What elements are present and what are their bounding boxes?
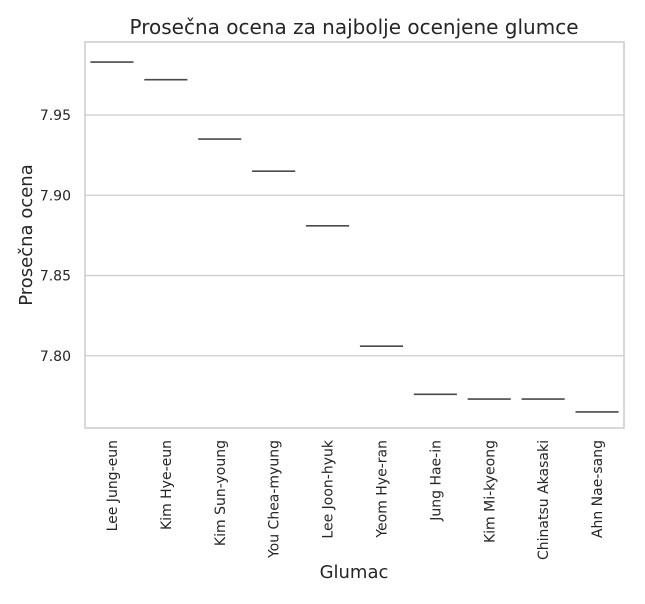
- chart-title: Prosečna ocena za najbolje ocenjene glum…: [130, 15, 579, 39]
- y-tick-label: 7.80: [40, 349, 71, 365]
- plot-frame: [84, 41, 625, 429]
- y-tick-label: 7.85: [40, 269, 71, 285]
- y-tick-label: 7.90: [40, 188, 71, 204]
- y-tick-label: 7.95: [40, 108, 71, 124]
- x-tick-label: You Chea-myung: [267, 440, 283, 559]
- x-axis-label: Glumac: [320, 562, 389, 583]
- x-tick-label: Kim Mi-kyeong: [482, 440, 498, 543]
- y-ticks: 7.80 7.85 7.90 7.95: [40, 108, 71, 365]
- x-tick-label: Lee Joon-hyuk: [321, 439, 337, 538]
- x-tick-label: Lee Jung-eun: [105, 440, 121, 531]
- median-lines: [90, 61, 619, 413]
- y-axis-label: Prosečna ocena: [16, 164, 37, 306]
- x-tick-label: Kim Sun-young: [213, 440, 229, 546]
- y-gridlines: [85, 114, 624, 357]
- x-tick-label: Jung Hae-in: [428, 440, 444, 522]
- x-tick-label: Chinatsu Akasaki: [536, 440, 552, 560]
- x-tick-label: Yeom Hye-ran: [374, 440, 390, 539]
- x-tick-label: Ahn Nae-sang: [590, 440, 606, 538]
- x-ticks: Lee Jung-eun Kim Hye-eun Kim Sun-young You …: [105, 439, 606, 560]
- x-tick-label: Kim Hye-eun: [159, 440, 175, 530]
